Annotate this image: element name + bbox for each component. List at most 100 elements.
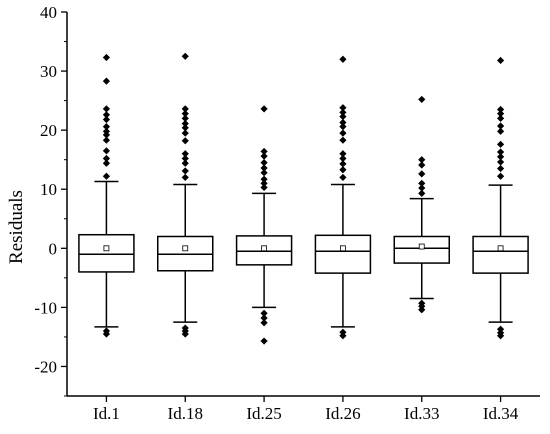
outlier-point	[339, 104, 347, 112]
x-tick-label: Id.33	[404, 404, 439, 423]
axes: -20 -10 0 10 20 30 40 Id.1 Id.18 Id.25 Id.26 Id.33 I…	[34, 3, 540, 423]
y-tick-label: 10	[40, 180, 57, 199]
box-iqr	[472, 235, 529, 274]
y-axis-label: Residuals	[6, 190, 27, 264]
outlier-point	[418, 156, 426, 164]
x-tick-label: Id.25	[246, 404, 281, 423]
outlier-point	[102, 123, 111, 131]
outlier-point	[181, 154, 189, 163]
x-tick-label: Id.18	[168, 404, 203, 423]
outlier-point	[260, 337, 268, 345]
outlier-point	[181, 105, 189, 113]
outlier-point	[418, 95, 426, 104]
y-tick-label: 0	[49, 239, 58, 258]
outlier-point	[102, 136, 111, 144]
outlier-point	[496, 158, 505, 166]
box-Id.18	[157, 52, 214, 338]
outlier-point	[496, 148, 505, 156]
mean-marker	[418, 243, 425, 250]
mean-marker	[261, 245, 267, 252]
outlier-point	[418, 184, 426, 192]
outlier-point	[496, 122, 505, 130]
outlier-point	[496, 114, 505, 122]
outlier-point	[339, 55, 347, 63]
box-Id.1	[78, 53, 135, 338]
outlier-point	[181, 150, 189, 158]
box-iqr	[393, 235, 450, 264]
box-Id.34	[472, 56, 529, 340]
outlier-point	[418, 161, 426, 169]
y-tick-label: 30	[40, 62, 57, 81]
outlier-point	[496, 164, 505, 173]
outlier-point	[260, 175, 268, 183]
y-tick-label: 20	[40, 121, 57, 140]
outlier-point	[102, 330, 111, 338]
outlier-point	[181, 167, 189, 175]
outlier-point	[260, 159, 268, 167]
outlier-point	[260, 169, 268, 177]
outlier-point	[339, 160, 347, 168]
outlier-point	[339, 166, 347, 174]
mean-marker	[182, 245, 189, 252]
x-tick-label: Id.26	[325, 404, 360, 423]
outlier-point	[181, 159, 189, 167]
outlier-point	[181, 129, 189, 137]
outlier-point	[418, 179, 426, 187]
outlier-point	[181, 173, 189, 182]
outlier-point	[181, 330, 189, 338]
outlier-point	[102, 159, 111, 167]
outlier-point	[418, 170, 426, 178]
outlier-point	[418, 306, 426, 314]
y-tick-label: 40	[40, 3, 57, 22]
outlier-point	[181, 114, 189, 122]
box-Id.25	[235, 105, 293, 345]
outlier-point	[181, 137, 189, 145]
outlier-point	[102, 154, 111, 163]
box-Id.26	[314, 55, 372, 340]
outlier-point	[102, 147, 111, 155]
mean-marker	[103, 245, 110, 252]
outlier-point	[260, 164, 268, 172]
outlier-point	[339, 136, 347, 144]
outlier-point	[339, 150, 347, 158]
y-tick-label: -20	[34, 357, 57, 376]
y-tick-label: -10	[34, 298, 57, 317]
outlier-point	[339, 129, 347, 137]
outlier-point	[339, 173, 347, 182]
mean-marker	[340, 245, 346, 252]
outlier-point	[260, 179, 268, 187]
outlier-point	[418, 189, 426, 197]
outlier-point	[181, 52, 189, 60]
x-tick-label: Id.34	[483, 404, 519, 423]
x-tick-label: Id.1	[93, 404, 120, 423]
outlier-point	[496, 110, 505, 118]
outlier-point	[339, 108, 347, 117]
outlier-point	[496, 153, 505, 161]
box-Id.33	[393, 95, 450, 314]
outlier-point	[260, 319, 268, 327]
boxes	[78, 52, 529, 345]
outlier-point	[496, 172, 505, 180]
outlier-point	[102, 105, 111, 113]
outlier-point	[496, 105, 505, 114]
box-iqr	[78, 233, 135, 273]
outlier-point	[181, 120, 189, 128]
outlier-point	[339, 123, 347, 131]
outlier-point	[260, 183, 268, 192]
box-iqr	[314, 234, 372, 274]
outlier-point	[496, 127, 505, 135]
outlier-point	[102, 77, 111, 85]
outlier-point	[339, 332, 347, 340]
outlier-point	[496, 56, 505, 65]
outlier-point	[102, 111, 111, 119]
outlier-point	[339, 154, 347, 163]
outlier-point	[102, 131, 111, 139]
outlier-point	[260, 314, 268, 322]
outlier-point	[260, 152, 268, 160]
outlier-point	[339, 112, 347, 121]
outlier-point	[496, 140, 505, 148]
outlier-point	[260, 105, 268, 113]
outlier-point	[181, 124, 189, 132]
